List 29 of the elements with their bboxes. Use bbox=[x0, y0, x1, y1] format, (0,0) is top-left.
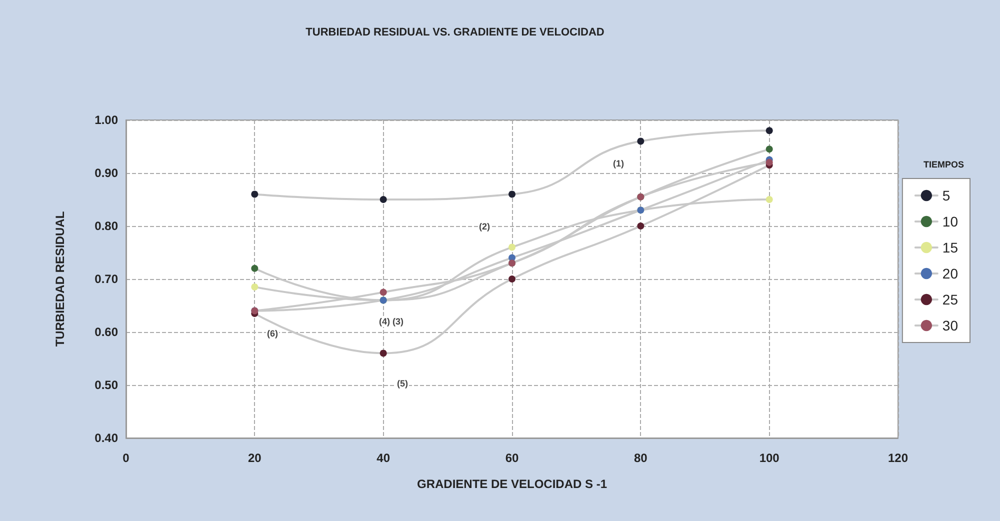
legend-label: 10 bbox=[942, 214, 958, 230]
x-tick-label: 40 bbox=[376, 451, 390, 465]
legend-label: 5 bbox=[942, 188, 950, 204]
x-tick-label: 0 bbox=[122, 451, 130, 465]
annotation: (2) bbox=[479, 222, 490, 232]
y-tick-label: 0.60 bbox=[94, 325, 118, 339]
annotation: (1) bbox=[613, 158, 624, 168]
x-tick-label: 80 bbox=[634, 451, 648, 465]
y-tick-label: 0.40 bbox=[94, 431, 118, 445]
y-tick-label: 0.90 bbox=[94, 166, 118, 180]
annotation: (4) (3) bbox=[379, 316, 404, 326]
x-tick-label: 60 bbox=[505, 451, 519, 465]
legend-label: 15 bbox=[942, 240, 958, 256]
y-axis-title: TURBIEDAD RESIDUAL bbox=[53, 211, 67, 347]
annotation: (5) bbox=[397, 378, 408, 388]
y-tick-label: 1.00 bbox=[94, 113, 118, 127]
x-axis-title: GRADIENTE DE VELOCIDAD S -1 bbox=[416, 477, 608, 491]
x-tick-label: 100 bbox=[759, 451, 780, 465]
x-tick-label: 120 bbox=[888, 451, 908, 465]
y-tick-label: 0.70 bbox=[94, 272, 118, 286]
legend-label: 25 bbox=[942, 292, 958, 308]
legend-title: TIEMPOS bbox=[923, 160, 964, 170]
x-tick-label: 20 bbox=[248, 451, 262, 465]
y-tick-label: 0.50 bbox=[94, 378, 118, 392]
annotation: (6) bbox=[267, 328, 278, 338]
y-tick-label: 0.80 bbox=[94, 219, 118, 233]
legend-label: 30 bbox=[942, 318, 958, 334]
legend-label: 20 bbox=[942, 266, 958, 282]
chart-title: TURBIEDAD RESIDUAL VS. GRADIENTE DE VELOCIDAD bbox=[306, 26, 604, 38]
